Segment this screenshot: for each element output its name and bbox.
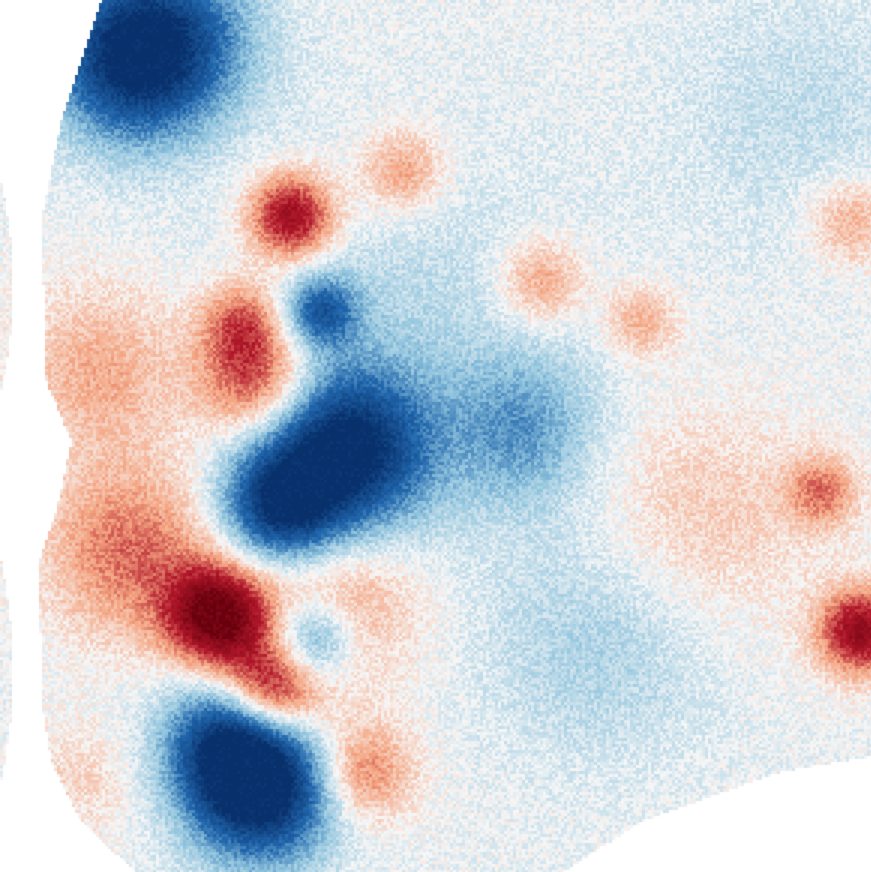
surface-flatmap-heatmap — [0, 0, 871, 872]
